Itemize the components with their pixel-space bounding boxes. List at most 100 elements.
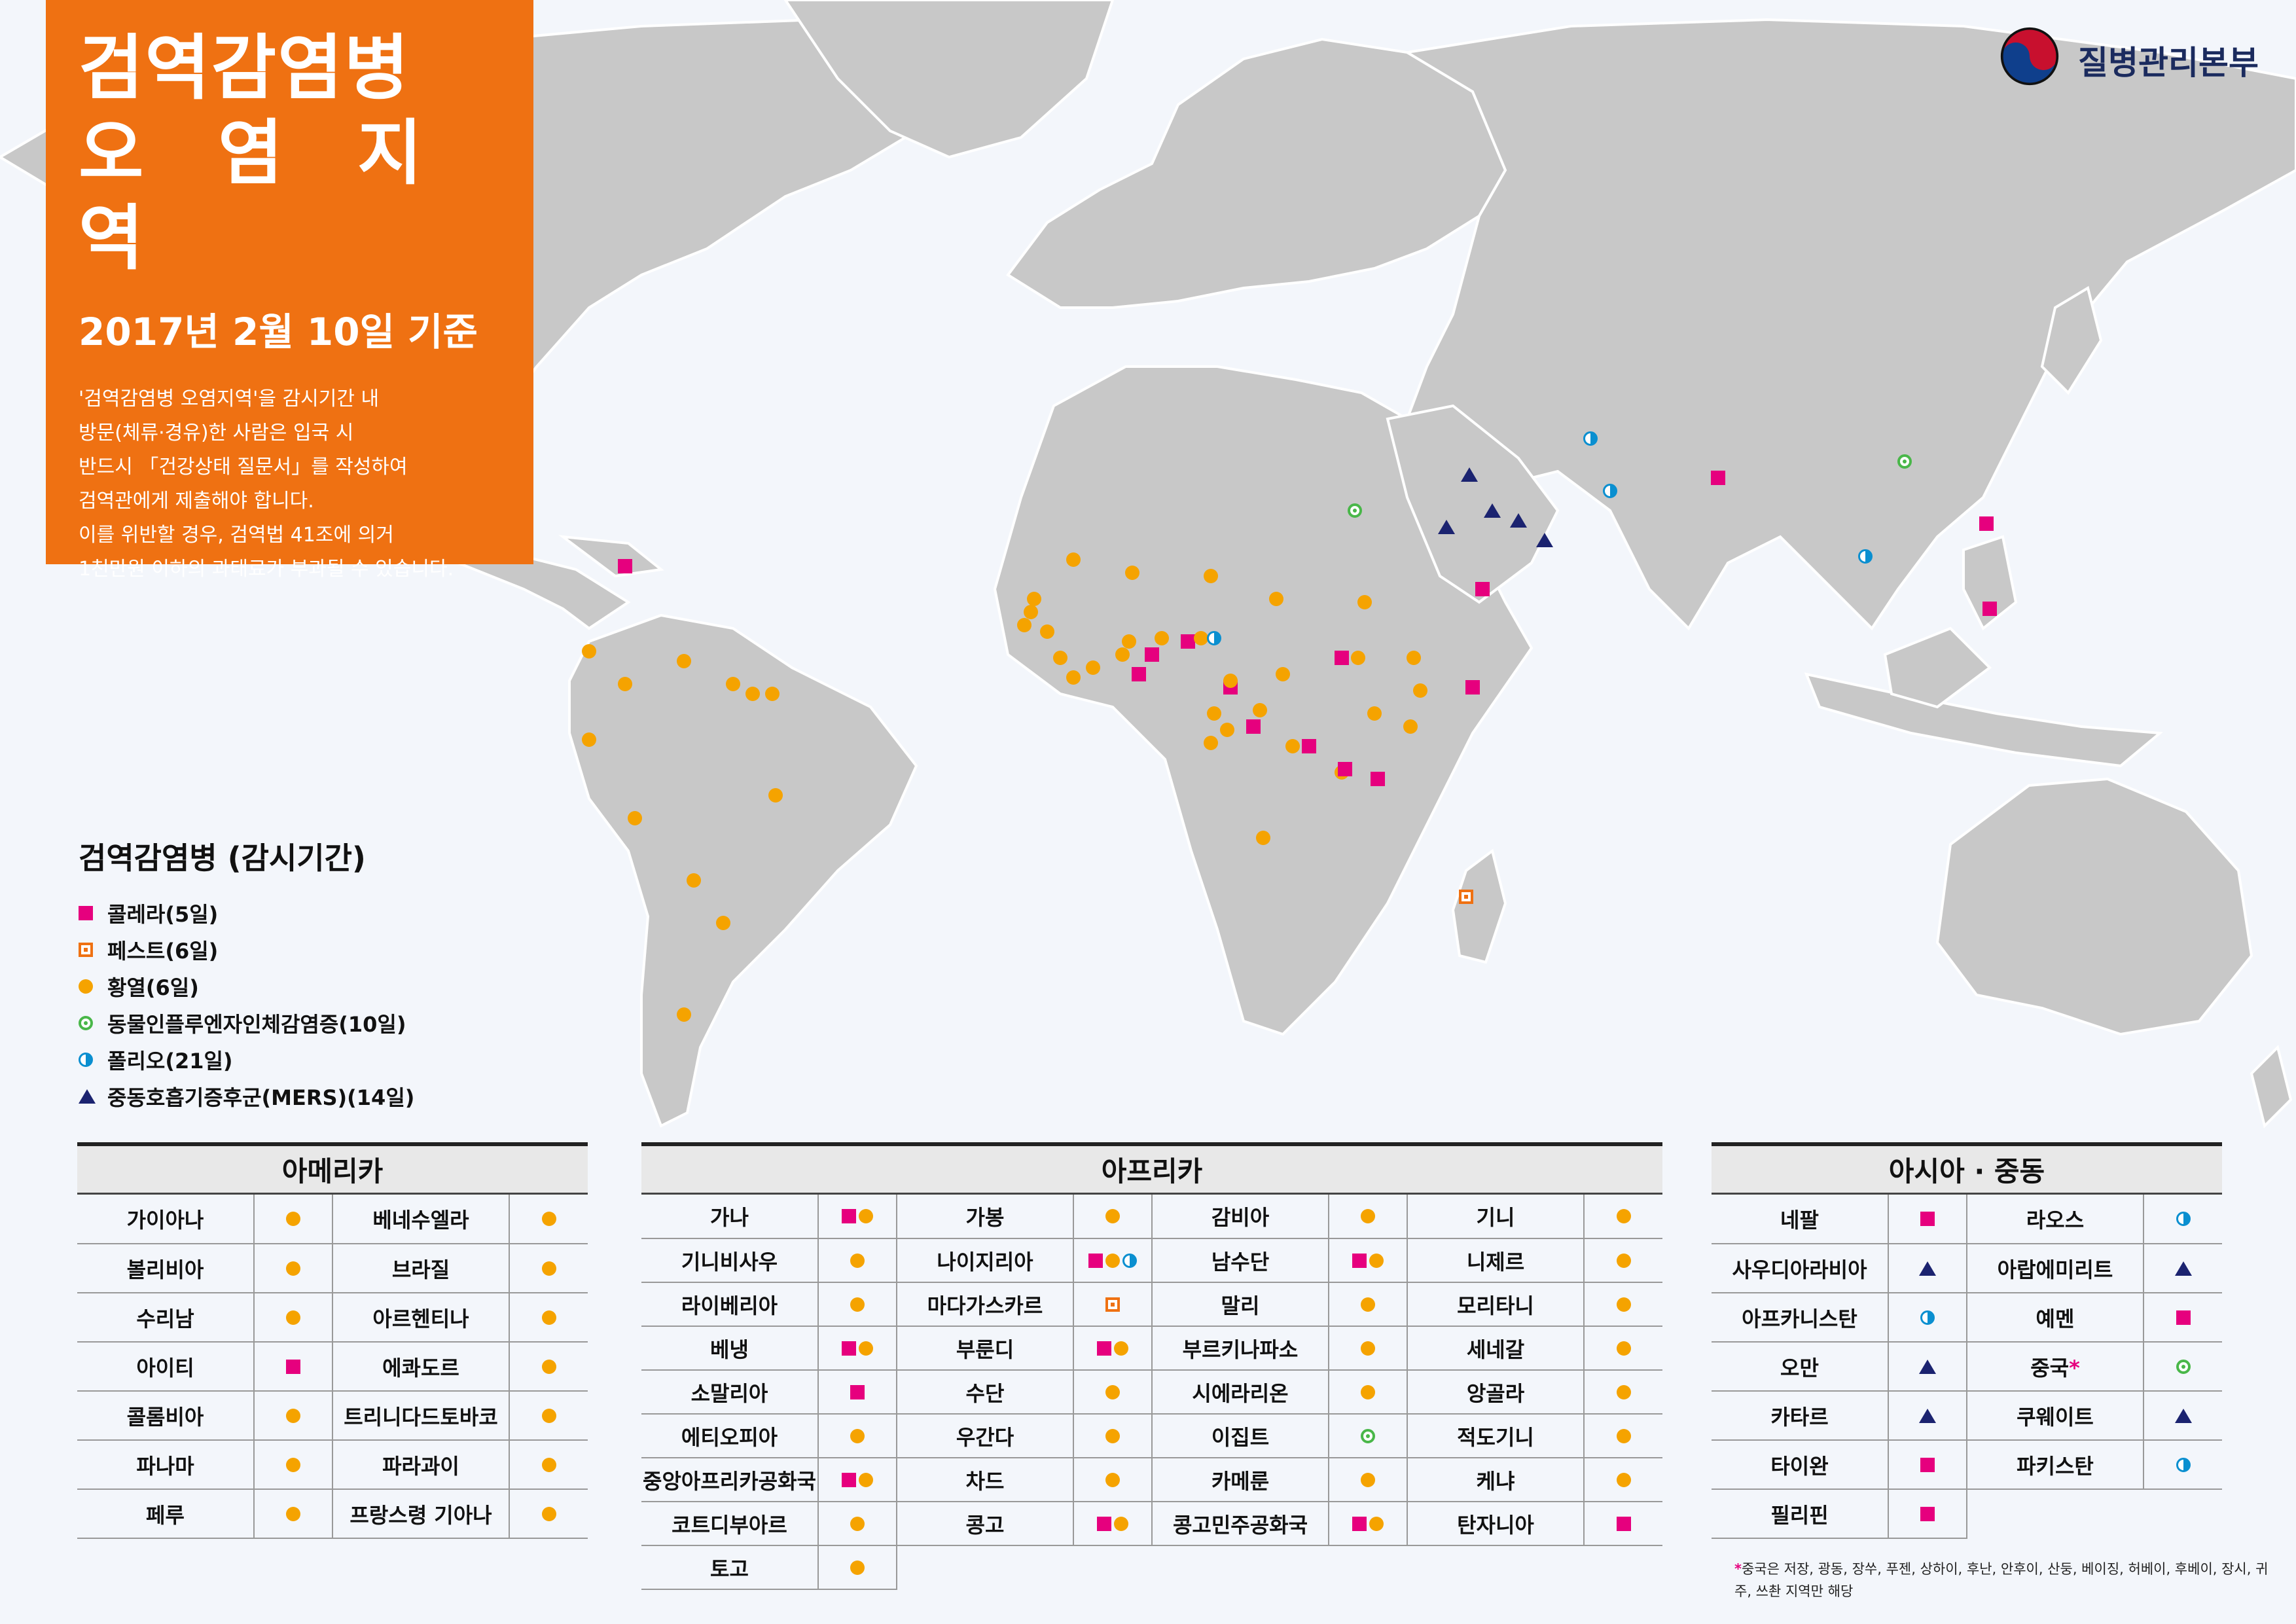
country-name: 토고	[641, 1545, 819, 1590]
land-caribbean	[558, 535, 664, 578]
yellow-fever-circle-icon	[1361, 1341, 1375, 1356]
legend-label: 폴리오(21일)	[107, 1049, 233, 1074]
region-asia: 아시아 · 중동 네팔 라오스 사우디아라비아 아랍에미리트 아프카니스탄 예멘 오만 중국*…	[1712, 1142, 2222, 1539]
table-row: 가나 가봉 감비아 기니	[641, 1195, 1662, 1239]
disease-symbols	[818, 1414, 897, 1458]
yellow-fever-circle-icon	[582, 644, 596, 659]
country-label: 앙골라	[1466, 1380, 1525, 1406]
yellow-fever-circle-icon	[859, 1472, 873, 1487]
disease-symbols	[818, 1195, 897, 1239]
yellow-fever-circle-icon	[1223, 674, 1238, 688]
polio-half-circle-icon	[79, 1053, 93, 1067]
disease-symbols	[1584, 1238, 1662, 1283]
yellow-fever-circle-icon	[1194, 631, 1208, 645]
country-name: 케냐	[1407, 1458, 1585, 1502]
yellow-fever-circle-icon	[1616, 1341, 1631, 1356]
yellow-fever-circle-icon	[541, 1506, 556, 1521]
country-name: 시에라리온	[1152, 1370, 1329, 1415]
country-label: 아프카니스탄	[1742, 1306, 1857, 1331]
yellow-fever-circle-icon	[541, 1261, 556, 1276]
empty-cell	[897, 1545, 1073, 1589]
disease-symbols	[818, 1326, 897, 1371]
country-label: 콩고	[965, 1512, 1005, 1538]
yellow-fever-circle-icon	[1361, 1384, 1375, 1399]
title-panel: 검역감염병 오 염 지 역 2017년 2월 10일 기준 '검역감염병 오염지…	[46, 0, 533, 581]
cholera-square-icon	[1132, 667, 1146, 681]
legend-item-polio: 폴리오(21일)	[79, 1041, 537, 1078]
empty-cell	[1073, 1545, 1152, 1589]
legend-item-avian-influenza: 동물인플루엔자인체감염증(10일)	[79, 1005, 537, 1041]
description-line: '검역감염병 오염지역'을 감시기간 내	[79, 388, 380, 410]
country-label: 나이지리아	[937, 1249, 1033, 1274]
yellow-fever-circle-icon	[850, 1516, 865, 1531]
country-name: 아르헨티나	[332, 1293, 510, 1343]
region-title-americas: 아메리카	[77, 1142, 588, 1195]
cholera-square-icon	[842, 1209, 856, 1223]
table-row: 네팔 라오스	[1712, 1195, 2222, 1244]
country-label: 필리핀	[1770, 1502, 1829, 1528]
country-label: 콜롬비아	[126, 1404, 204, 1430]
yellow-fever-circle-icon	[1086, 660, 1100, 675]
country-name: 베냉	[641, 1326, 819, 1371]
mers-triangle-icon	[1536, 533, 1553, 547]
disease-symbols	[1329, 1282, 1408, 1327]
yellow-fever-circle-icon	[1066, 552, 1081, 567]
mers-triangle-icon	[1461, 467, 1478, 482]
empty-cell	[1407, 1545, 1584, 1589]
country-label: 콩고민주공화국	[1172, 1512, 1308, 1538]
legend-label: 황열(6일)	[107, 975, 199, 1000]
table-row: 사우디아라비아 아랍에미리트	[1712, 1244, 2222, 1293]
cholera-square-icon	[1097, 1516, 1111, 1531]
land-japan	[2040, 285, 2103, 395]
country-label: 니제르	[1466, 1249, 1525, 1274]
disease-symbols	[1888, 1244, 1967, 1293]
table-row: 콜롬비아 트리니다드토바코	[77, 1391, 588, 1441]
plague-square-icon	[79, 943, 93, 957]
country-name: 기니비사우	[641, 1238, 819, 1283]
disease-symbols	[254, 1440, 333, 1490]
yellow-fever-circle-icon	[765, 687, 780, 701]
country-label: 기니비사우	[681, 1249, 778, 1274]
yellow-fever-circle-icon	[286, 1457, 300, 1472]
polio-half-circle-icon	[1207, 631, 1221, 645]
region-africa: 아프리카 가나 가봉 감비아 기니 기니비사우 나이지리아 남수단 니제르 라이베리아 마다가스카…	[641, 1142, 1662, 1590]
yellow-fever-circle-icon	[1105, 1209, 1120, 1223]
yellow-fever-circle-icon	[1105, 1472, 1120, 1487]
country-name: 카타르	[1712, 1391, 1889, 1441]
land-new-zealand	[2250, 1045, 2293, 1128]
cholera-square-icon	[1097, 1341, 1111, 1356]
cholera-square-icon	[1465, 680, 1480, 695]
legend-title: 검역감염병 (감시기간)	[79, 840, 366, 876]
country-name: 이집트	[1152, 1414, 1329, 1458]
cholera-square-icon	[1616, 1516, 1631, 1531]
cholera-square-icon	[1979, 516, 1994, 531]
country-name: 나이지리아	[897, 1238, 1074, 1283]
country-label: 차드	[965, 1468, 1005, 1494]
disease-symbols	[254, 1489, 333, 1539]
yellow-fever-circle-icon	[1616, 1384, 1631, 1399]
country-name: 쿠웨이트	[1967, 1391, 2144, 1441]
country-label: 코트디부아르	[672, 1512, 787, 1538]
country-name: 콩고민주공화국	[1152, 1502, 1329, 1546]
country-name: 볼리비아	[77, 1244, 255, 1293]
yellow-fever-circle-icon	[677, 1007, 691, 1022]
polio-half-circle-icon	[1858, 549, 1873, 564]
country-label: 프랑스령 기아나	[350, 1502, 492, 1528]
country-name: 니제르	[1407, 1238, 1585, 1283]
yellow-fever-circle-icon	[726, 677, 740, 691]
yellow-fever-circle-icon	[1207, 706, 1221, 721]
country-table-africa: 가나 가봉 감비아 기니 기니비사우 나이지리아 남수단 니제르 라이베리아 마다가스카르 말리 모리…	[641, 1195, 1662, 1590]
polio-half-circle-icon	[1583, 431, 1598, 446]
table-row: 아프카니스탄 예멘	[1712, 1293, 2222, 1343]
yellow-fever-circle-icon	[1040, 624, 1054, 639]
country-name: 브라질	[332, 1244, 510, 1293]
disease-symbols	[1073, 1326, 1153, 1371]
cholera-square-icon	[842, 1472, 856, 1487]
disease-symbols	[2144, 1244, 2222, 1293]
country-name: 파라과이	[332, 1440, 510, 1490]
country-name: 부르키나파소	[1152, 1326, 1329, 1371]
avian-flu-ring-icon	[1348, 503, 1362, 518]
country-name: 수단	[897, 1370, 1074, 1415]
country-label: 이집트	[1211, 1424, 1270, 1450]
yellow-fever-circle-icon	[1361, 1297, 1375, 1312]
